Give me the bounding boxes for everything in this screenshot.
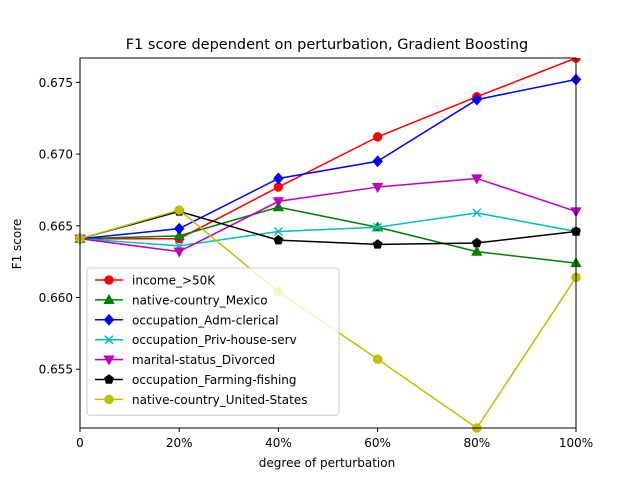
legend: income_>50K native-country_Mexico occupati… — [86, 267, 340, 416]
data-point — [471, 93, 483, 106]
data-point — [372, 155, 383, 168]
legend-entry: occupation_Priv-house-serv — [95, 333, 297, 347]
data-point — [272, 197, 285, 208]
x-tick-label: 100% — [559, 436, 593, 450]
legend-label: native-country_United-States — [132, 393, 307, 407]
legend-entry: income_>50K — [95, 274, 216, 288]
legend-label: income_>50K — [132, 274, 216, 288]
legend-label: native-country_Mexico — [132, 293, 268, 307]
y-tick-label: 0.660 — [39, 291, 73, 305]
x-tick-label: 0 — [76, 436, 84, 450]
series-occupation_Farming-fishing — [75, 206, 581, 249]
series-line — [79, 210, 577, 246]
plot-frame — [79, 57, 577, 429]
x-tick-label: 20% — [166, 436, 193, 450]
data-point — [173, 222, 185, 235]
series-line — [80, 58, 577, 240]
legend-box — [86, 267, 340, 416]
legend-label: occupation_Farming-fishing — [132, 373, 297, 387]
legend-marker — [103, 293, 115, 304]
data-point — [471, 237, 482, 248]
axes: 0 20% 40% 60% 80% 100% 0.655 0.660 0.665 0.670 0.6… — [39, 76, 594, 450]
series-income_>50K — [75, 58, 581, 244]
data-point — [371, 182, 384, 194]
x-tick-label: 60% — [364, 436, 391, 450]
legend-label: occupation_Priv-house-serv — [132, 333, 297, 347]
series-line — [79, 177, 577, 253]
data-point — [472, 208, 482, 218]
legend-entry: marital-status_Divorced — [95, 353, 275, 367]
data-point — [471, 174, 483, 185]
chart-title: F1 score dependent on perturbation, Grad… — [126, 37, 529, 53]
x-axis-label: degree of perturbation — [259, 456, 395, 470]
y-tick-label: 0.670 — [39, 148, 73, 162]
legend-marker — [103, 355, 115, 366]
legend-entry: native-country_Mexico — [95, 293, 268, 307]
legend-marker — [104, 374, 114, 384]
data-point — [373, 222, 383, 232]
series-occupation_Priv-house-serv — [75, 208, 581, 251]
data-point — [273, 226, 283, 237]
series-line — [79, 212, 577, 247]
data-point — [372, 239, 383, 249]
series-line — [79, 78, 577, 240]
y-axis-label: F1 score — [10, 219, 24, 270]
x-tick-label: 40% — [265, 436, 292, 450]
legend-marker — [104, 275, 114, 285]
series-line — [79, 206, 577, 264]
data-point — [174, 205, 184, 215]
legend-label: marital-status_Divorced — [132, 353, 275, 367]
legend-marker — [104, 335, 114, 345]
y-tick-label: 0.665 — [39, 219, 73, 233]
data-point — [273, 172, 284, 185]
data-point — [173, 229, 185, 240]
y-tick-label: 0.655 — [39, 363, 73, 377]
legend-entry: occupation_Farming-fishing — [95, 373, 297, 387]
y-tick-label: 0.675 — [39, 76, 73, 90]
data-point — [372, 132, 383, 142]
legend-marker — [104, 394, 114, 404]
legend-entry: native-country_United-States — [95, 393, 307, 407]
legend-label: occupation_Adm-clerical — [132, 313, 279, 327]
series-native-country_Mexico — [74, 201, 582, 268]
legend-marker — [103, 313, 115, 326]
data-point — [273, 234, 284, 245]
data-point — [373, 354, 383, 364]
data-point — [471, 245, 483, 256]
x-tick-label: 80% — [463, 436, 490, 450]
legend-entry: occupation_Adm-clerical — [95, 313, 279, 327]
data-point — [173, 247, 185, 258]
